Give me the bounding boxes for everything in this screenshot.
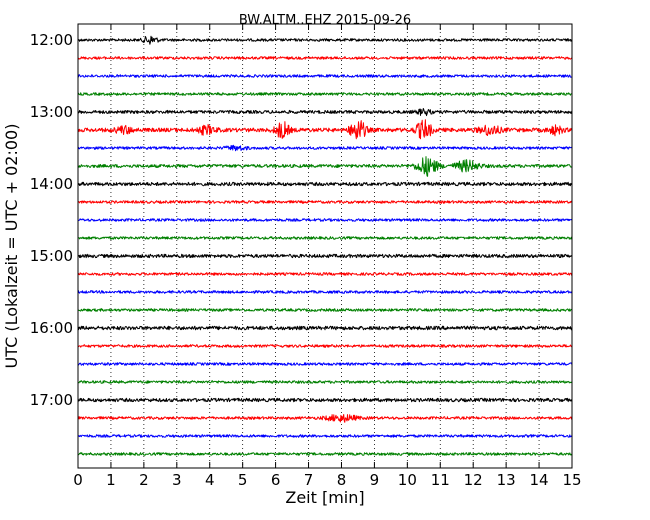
seismic-trace [77, 414, 573, 423]
seismic-trace [77, 253, 573, 259]
x-tick-label: 6 [271, 471, 281, 489]
seismic-trace [77, 181, 573, 187]
y-tick-label: 12:00 [30, 31, 73, 49]
seismic-trace [77, 452, 573, 456]
seismic-trace [77, 156, 573, 177]
y-tick-label: 15:00 [30, 247, 73, 265]
seismic-trace [77, 56, 573, 60]
x-tick-label: 10 [398, 471, 417, 489]
x-tick-labels: 0 1 2 3 4 5 6 7 8 9 10 11 12 13 14 15 [73, 471, 581, 489]
grid-lines [110, 24, 540, 468]
x-tick-label: 1 [106, 471, 116, 489]
y-tick-labels: 12:00 13:00 14:00 15:00 16:00 17:00 [30, 31, 73, 409]
seismic-trace [77, 236, 573, 240]
seismic-trace [77, 380, 573, 384]
x-tick-label: 2 [139, 471, 149, 489]
seismic-trace [77, 325, 573, 331]
seismic-trace [77, 290, 573, 294]
seismic-trace [77, 144, 573, 152]
x-tick-label: 3 [172, 471, 182, 489]
seismic-trace [77, 74, 573, 78]
x-tick-label: 11 [431, 471, 450, 489]
trace-group [77, 35, 573, 456]
x-tick-label: 5 [238, 471, 248, 489]
x-tick-label: 9 [370, 471, 380, 489]
seismic-trace [77, 35, 573, 45]
y-tick-label: 16:00 [30, 319, 73, 337]
seismic-trace [77, 218, 573, 222]
seismic-trace [77, 272, 573, 276]
x-tick-label: 8 [337, 471, 347, 489]
y-tick-label: 13:00 [30, 103, 73, 121]
axis-ticks [77, 24, 573, 468]
x-tick-label: 0 [73, 471, 83, 489]
y-tick-label: 14:00 [30, 175, 73, 193]
seismic-trace [77, 362, 573, 366]
seismic-trace [77, 200, 573, 204]
plot-frame [77, 23, 573, 469]
y-axis-label: UTC (Lokalzeit = UTC + 02:00) [2, 124, 21, 369]
seismic-trace [77, 308, 573, 312]
x-tick-label: 13 [497, 471, 516, 489]
x-axis-label: Zeit [min] [285, 488, 364, 507]
x-tick-label: 14 [530, 471, 549, 489]
chart-title: BW.ALTM..EHZ 2015-09-26 [239, 13, 411, 28]
seismic-trace [77, 397, 573, 403]
x-tick-label: 15 [562, 471, 581, 489]
seismic-trace [77, 434, 573, 438]
seismic-trace [77, 92, 573, 96]
x-tick-label: 7 [304, 471, 314, 489]
y-tick-label: 17:00 [30, 391, 73, 409]
x-tick-label: 12 [464, 471, 483, 489]
seismic-trace [78, 119, 573, 140]
seismic-trace [77, 108, 573, 117]
seismic-trace [77, 344, 573, 348]
x-tick-label: 4 [205, 471, 215, 489]
